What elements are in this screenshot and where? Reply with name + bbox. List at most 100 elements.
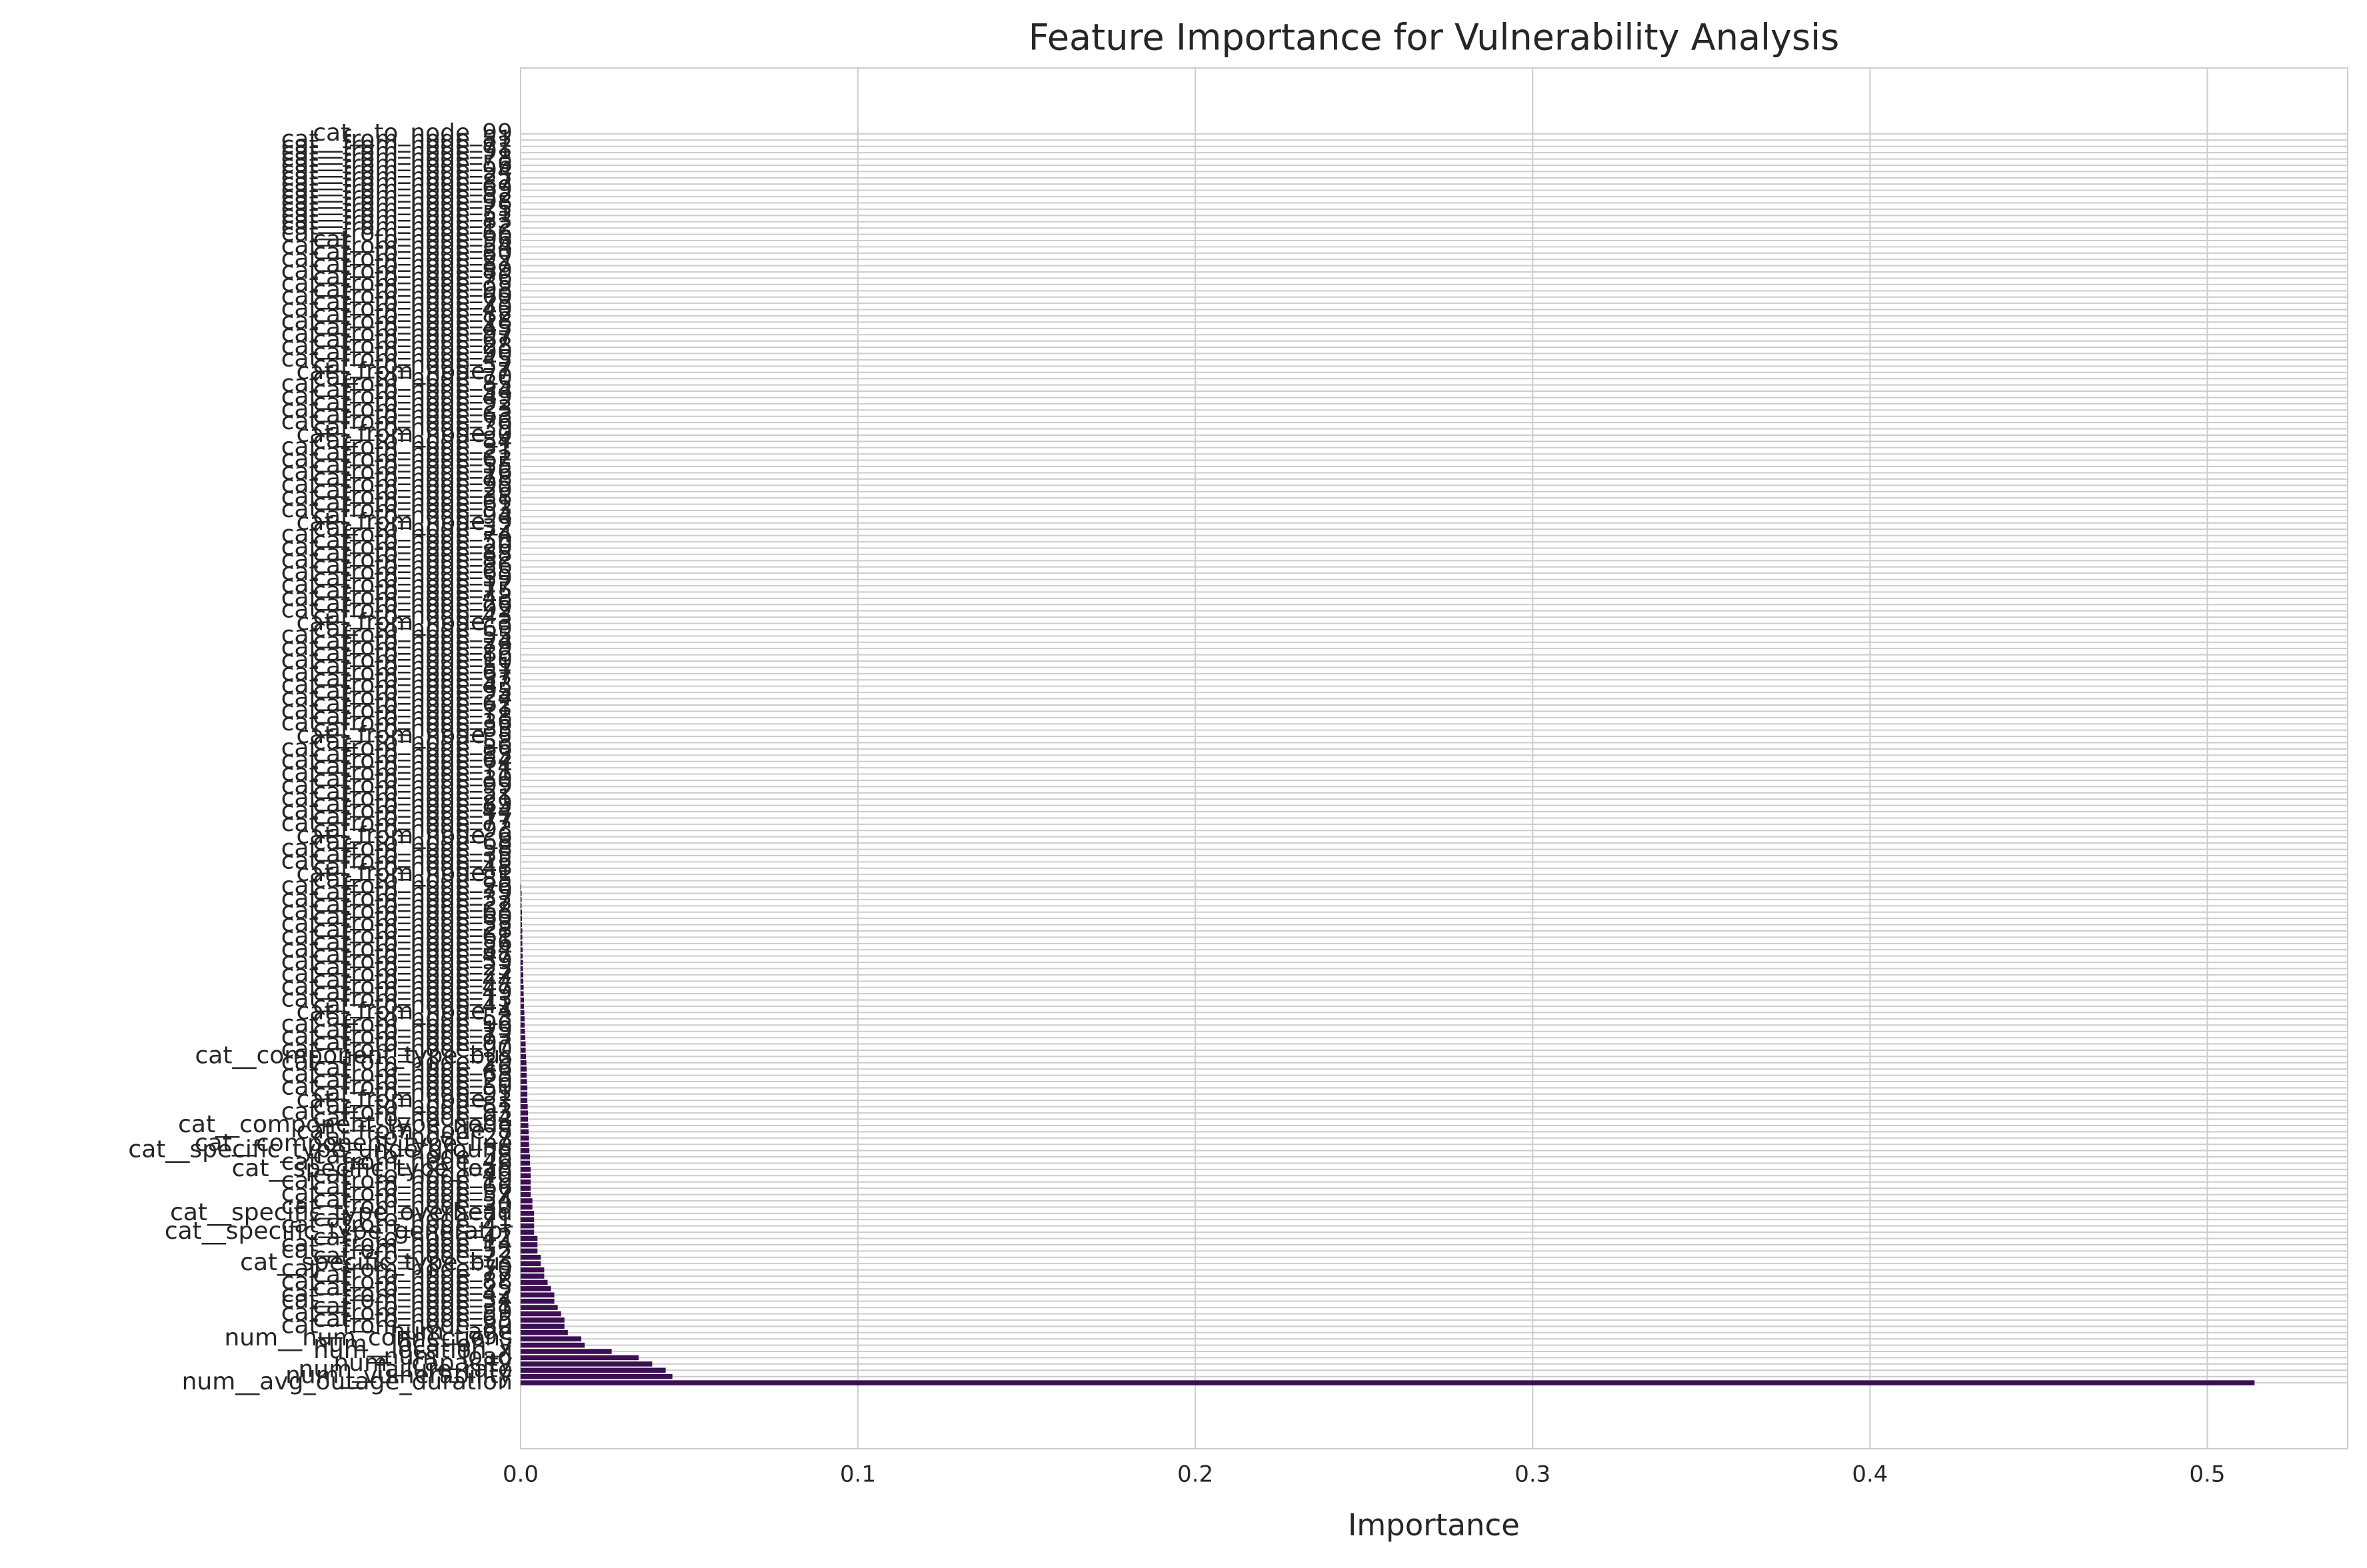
- y-tick-label: cat__to_node_99: [313, 119, 513, 147]
- y-tick-label: cat__to_node_79: [313, 878, 513, 906]
- y-tick-label: cat__to_node_49: [313, 979, 513, 1006]
- y-tick-label: cat__from_node_46: [281, 1148, 513, 1176]
- y-tick-label: cat__to_node_29: [313, 477, 513, 504]
- y-tick-label: cat__from_node_84: [281, 935, 513, 962]
- y-tick-label: cat__to_node_37: [313, 665, 513, 692]
- y-tick-label: cat__from_node_13: [281, 986, 513, 1013]
- y-tick-label: cat__from_node_77: [281, 810, 513, 837]
- bar: [521, 1305, 558, 1310]
- y-tick-label: cat__from_node_10: [281, 646, 513, 674]
- y-tick-label: cat__to_node_28: [313, 916, 513, 944]
- plot-frame: [520, 67, 2348, 1449]
- y-tick-label: cat__from_node_96: [281, 1010, 513, 1038]
- bar: [521, 1329, 568, 1335]
- y-tick-label: cat__from_node_40: [281, 295, 513, 323]
- bar: [521, 966, 523, 972]
- y-tick-label: cat__to_node_80: [313, 239, 513, 266]
- y-tick-label: cat__to_node_18: [313, 703, 513, 730]
- y-tick-label: cat__from_node_9: [297, 508, 513, 536]
- y-tick-label: cat__to_node_56: [313, 929, 513, 956]
- y-tick-label: cat__from_node_69: [281, 176, 513, 203]
- y-tick-label: cat__to_node_36: [313, 552, 513, 580]
- y-tick-label: num__location_x: [313, 1337, 513, 1364]
- y-tick-label: cat__to_node_87: [313, 251, 513, 279]
- bar: [521, 1179, 531, 1185]
- y-tick-label: cat__from_node_4: [297, 998, 513, 1025]
- y-tick-label: cat__to_node_22: [313, 891, 513, 918]
- y-tick-label: cat__to_node_32: [313, 514, 513, 542]
- y-tick-label: cat__from_node_97: [281, 320, 513, 347]
- bar: [521, 991, 524, 996]
- y-tick-label: cat__from_node_62: [281, 446, 513, 473]
- y-tick-label: cat__from_node_73: [281, 1023, 513, 1050]
- bar: [521, 1373, 673, 1379]
- bar: [521, 1380, 2255, 1385]
- y-tick-label: cat__to_node_60: [313, 904, 513, 931]
- y-tick-label: cat__to_node_40: [313, 1161, 513, 1188]
- y-tick-label: cat__from_node_11: [281, 760, 513, 787]
- y-tick-label: cat__to_node_67: [313, 327, 513, 354]
- y-tick-label: cat__to_node_34: [313, 377, 513, 404]
- y-tick-label: cat__from_node_59: [281, 1299, 513, 1327]
- bar: [521, 1085, 528, 1091]
- y-tick-label: cat__to_node_52: [313, 778, 513, 806]
- y-tick-label: cat__from_node_26: [281, 872, 513, 900]
- y-tick-label: cat__to_node_73: [313, 289, 513, 316]
- y-tick-label: cat__from_node_78: [281, 145, 513, 172]
- y-tick-label: cat__to_node_81: [313, 1092, 513, 1120]
- y-tick-label: cat__from_node_21: [281, 784, 513, 812]
- x-tick-label: 0.2: [1177, 1461, 1213, 1488]
- y-tick-label: cat__to_node_97: [313, 1030, 513, 1057]
- bar: [521, 1286, 551, 1291]
- x-tick-label: 0.3: [1514, 1461, 1550, 1488]
- y-tick-label: cat__from_node_30: [281, 1192, 513, 1219]
- y-tick-label: cat__from_node_90: [281, 1036, 513, 1063]
- y-tick-label: cat__to_node_42: [313, 1223, 513, 1251]
- y-tick-label: cat__from_node_75: [281, 195, 513, 222]
- y-tick-label: cat__to_node_24: [313, 628, 513, 655]
- y-tick-label: cat__to_node_95: [313, 678, 513, 705]
- bar: [521, 1217, 535, 1223]
- y-tick-label: cat__from_node_43: [281, 672, 513, 699]
- y-tick-label: cat__to_node_44: [313, 966, 513, 994]
- y-tick-label: cat__to_node_61: [313, 490, 513, 517]
- bar: [521, 1010, 525, 1016]
- y-tick-label: num__avg_outage_duration: [182, 1368, 513, 1395]
- y-tick-label: cat__from_node_37: [281, 885, 513, 912]
- y-tick-label: cat__to_node_83: [313, 716, 513, 743]
- chart-title: Feature Importance for Vulnerability Ana…: [1029, 17, 1840, 59]
- y-tick-label: cat__from_node_18: [281, 307, 513, 335]
- y-tick-label: cat__from_node_92: [281, 596, 513, 624]
- bar: [521, 1223, 535, 1229]
- bar: [521, 909, 523, 915]
- y-tick-label: cat__from_node_3: [297, 609, 513, 636]
- y-tick-label: cat__to_node_25: [313, 1274, 513, 1301]
- y-tick-label: cat__from_node_45: [281, 345, 513, 373]
- bar: [521, 1211, 535, 1216]
- y-tick-label: cat__from_node_85: [281, 371, 513, 398]
- bar: [521, 928, 523, 934]
- y-tick-label: cat__from_node_82: [281, 546, 513, 573]
- y-tick-label: cat__to_node_58: [313, 728, 513, 755]
- y-tick-label: cat__from_node_14: [281, 1230, 513, 1257]
- bar: [521, 1167, 531, 1172]
- bar: [521, 1292, 555, 1298]
- bar: [521, 960, 523, 965]
- y-tick-label: cat__from_node_87: [281, 169, 513, 197]
- y-tick-label: cat__to_node_23: [313, 954, 513, 982]
- y-tick-label: num__age: [390, 1318, 513, 1345]
- bar: [521, 1267, 545, 1273]
- y-tick-label: cat__to_node_89: [313, 791, 513, 818]
- y-tick-label: cat__to_node_92: [313, 389, 513, 416]
- y-tick-label: cat__from_node_66: [281, 220, 513, 247]
- y-tick-label: cat__to_node_31: [313, 1293, 513, 1320]
- y-tick-label: cat__to_node_85: [313, 866, 513, 894]
- y-tick-label: cat__from_node_47: [281, 973, 513, 1000]
- y-tick-label: cat__from_node_76: [281, 408, 513, 435]
- y-tick-label: cat__to_node_65: [313, 1305, 513, 1333]
- y-tick-label: cat__to_node_30: [313, 766, 513, 793]
- y-tick-label: cat__from_node_7: [297, 358, 513, 385]
- y-tick-label: cat__to_node_64: [313, 1105, 513, 1132]
- y-tick-label: cat__from_node_44: [281, 797, 513, 824]
